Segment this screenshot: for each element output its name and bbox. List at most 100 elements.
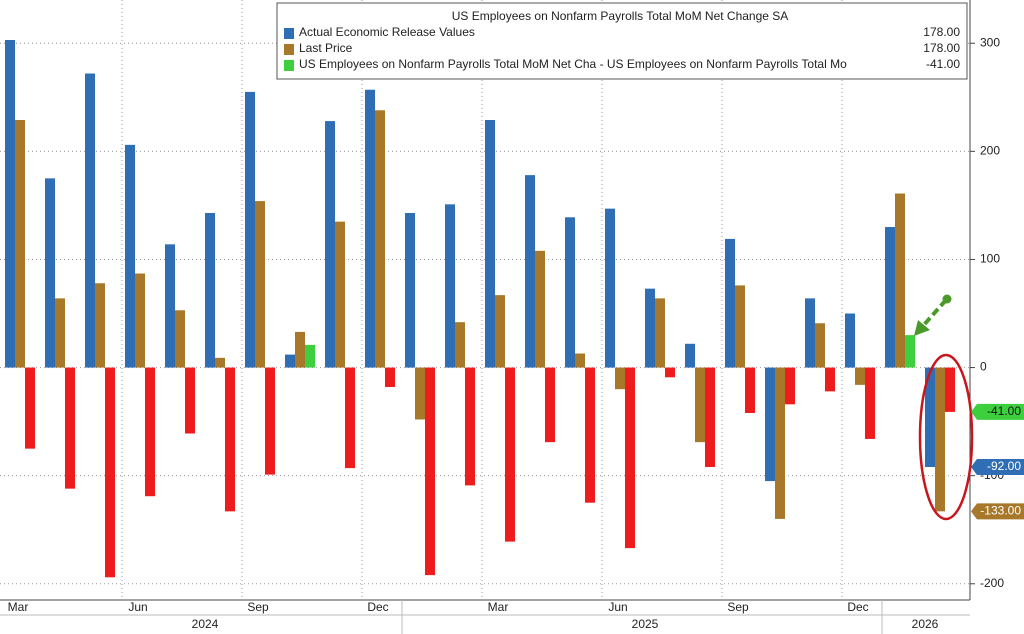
bar: [855, 367, 865, 385]
bar: [525, 175, 535, 368]
bar: [825, 367, 835, 392]
bar: [165, 244, 175, 368]
legend-swatch: [284, 60, 294, 71]
bar: [5, 40, 15, 368]
x-tick-label: Sep: [727, 600, 749, 614]
bar: [85, 73, 95, 368]
year-label: 2026: [912, 617, 939, 631]
bar: [15, 120, 25, 368]
legend-value: -41.00: [926, 57, 960, 71]
bar: [225, 367, 235, 512]
x-tick-label: Mar: [8, 600, 29, 614]
value-badge-label: -133.00: [980, 504, 1021, 518]
bar: [45, 178, 55, 368]
bar: [135, 273, 145, 368]
bar: [495, 295, 505, 368]
bar: [575, 353, 585, 368]
legend-swatch: [284, 44, 294, 55]
x-tick-label: Dec: [367, 600, 388, 614]
bar: [285, 354, 295, 368]
legend-value: 178.00: [923, 41, 960, 55]
bar: [665, 367, 675, 378]
bar: [885, 227, 895, 368]
bar: [895, 193, 905, 368]
bar: [935, 367, 945, 512]
value-badge: [971, 459, 1024, 476]
bar: [245, 91, 255, 368]
y-tick-label: 100: [980, 252, 1000, 266]
value-badge: [971, 503, 1024, 520]
bar: [485, 120, 495, 368]
bar: [585, 367, 595, 503]
y-tick-label: 200: [980, 144, 1000, 158]
bar: [255, 201, 265, 368]
bar: [645, 288, 655, 368]
bar: [925, 367, 935, 468]
plot-area: [0, 0, 970, 600]
bar: [785, 367, 795, 405]
bar: [305, 344, 315, 368]
bar: [205, 212, 215, 368]
bar: [465, 367, 475, 486]
bar: [365, 89, 375, 368]
legend-label: Actual Economic Release Values: [299, 25, 475, 39]
bar: [185, 367, 195, 434]
bar: [905, 335, 915, 368]
value-badge-label: -41.00: [987, 404, 1021, 418]
bar: [765, 367, 775, 482]
arrow-tail: [942, 294, 952, 304]
legend-box: [276, 2, 968, 80]
bar: [415, 367, 425, 420]
bar: [95, 283, 105, 368]
bar: [745, 367, 755, 413]
x-tick-label: Sep: [247, 600, 269, 614]
bar: [65, 367, 75, 489]
legend-value: 178.00: [923, 25, 960, 39]
bar: [25, 367, 35, 449]
bar: [345, 367, 355, 469]
x-tick-label: Mar: [488, 600, 509, 614]
bar: [545, 367, 555, 443]
bar: [385, 367, 395, 388]
year-label: 2025: [632, 617, 659, 631]
bar: [405, 212, 415, 368]
bar: [175, 310, 185, 368]
bar: [145, 367, 155, 497]
bar: [735, 285, 745, 368]
bar: [55, 298, 65, 368]
bar: [325, 121, 335, 368]
bar: [505, 367, 515, 542]
bar: [685, 343, 695, 368]
bar: [565, 217, 575, 368]
legend-label: US Employees on Nonfarm Payrolls Total M…: [299, 57, 847, 71]
legend: US Employees on Nonfarm Payrolls Total M…: [276, 2, 968, 80]
bar: [605, 208, 615, 368]
bar: [295, 331, 305, 368]
chart-title: US Employees on Nonfarm Payrolls Total M…: [452, 9, 789, 23]
bar: [335, 221, 345, 368]
bar: [625, 367, 635, 549]
legend-swatch: [284, 28, 294, 39]
bar: [615, 367, 625, 390]
x-tick-label: Jun: [608, 600, 627, 614]
bar: [945, 367, 955, 412]
bar: [105, 367, 115, 578]
bar: [815, 323, 825, 368]
bar: [375, 110, 385, 368]
value-badge: [971, 403, 1024, 420]
bar: [695, 367, 705, 443]
value-badge-label: -92.00: [987, 459, 1021, 473]
bar: [725, 238, 735, 368]
y-tick-label: 300: [980, 35, 1000, 49]
bar: [775, 367, 785, 519]
bar: [125, 144, 135, 368]
arrow-head: [914, 320, 930, 336]
legend-label: Last Price: [299, 41, 353, 55]
bar: [655, 298, 665, 368]
bar: [535, 250, 545, 368]
bar: [215, 357, 225, 368]
bar: [705, 367, 715, 468]
annotation-arrow: [920, 298, 948, 329]
x-tick-label: Jun: [128, 600, 147, 614]
